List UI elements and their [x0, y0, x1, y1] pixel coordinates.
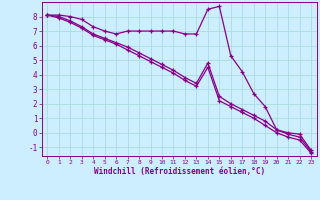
X-axis label: Windchill (Refroidissement éolien,°C): Windchill (Refroidissement éolien,°C): [94, 167, 265, 176]
